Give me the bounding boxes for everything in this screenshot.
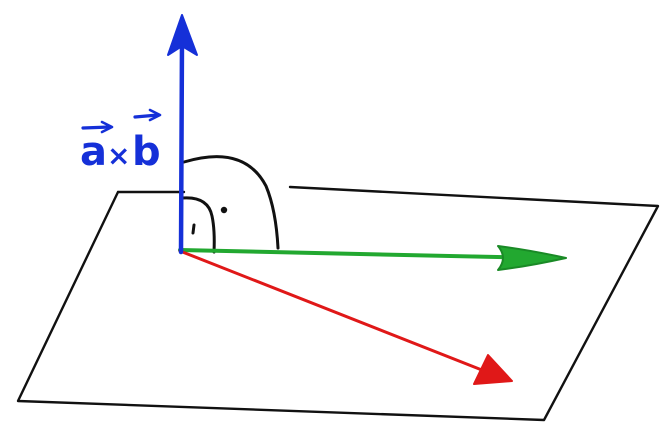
label-a-vector-arrow — [81, 125, 112, 130]
vector-a-arrowhead — [473, 354, 513, 385]
label-b-vector-arrow — [133, 113, 160, 119]
cross-product-arrowhead — [167, 14, 198, 56]
label-a: a — [80, 129, 107, 175]
small-right-angle-arc — [180, 196, 216, 254]
cross-product-label: a × b — [80, 108, 162, 175]
vector-a-shaft — [178, 249, 494, 376]
large-angle-dot — [220, 206, 228, 214]
plane — [16, 185, 660, 422]
small-angle-dot — [191, 223, 196, 235]
vector-b-arrowhead — [497, 245, 567, 271]
label-times: × — [107, 139, 130, 172]
label-b: b — [132, 129, 161, 175]
cross-product-shaft — [178, 35, 185, 255]
large-right-angle-arc — [182, 155, 280, 250]
vector-b-shaft — [178, 248, 542, 260]
